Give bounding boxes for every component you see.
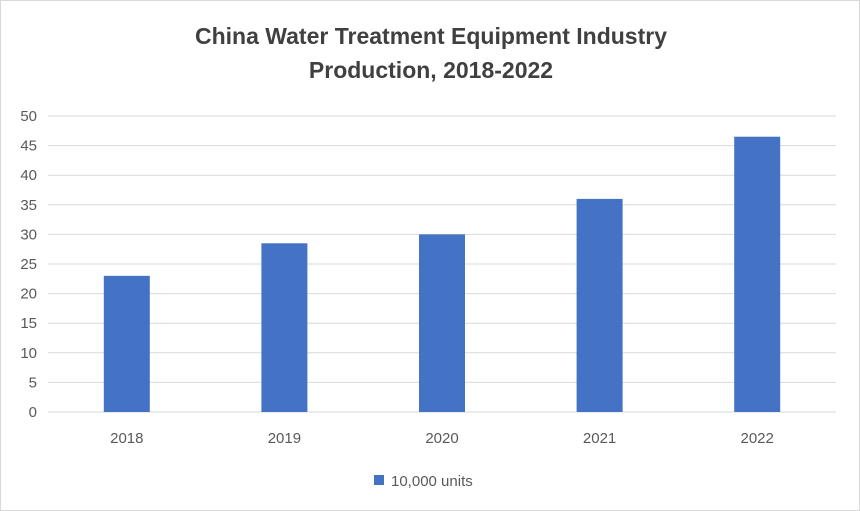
y-tick-label: 10 [20, 345, 37, 362]
chart-title: China Water Treatment Equipment Industry… [195, 23, 667, 83]
x-tick-label: 2021 [583, 430, 616, 447]
x-tick-label: 2018 [110, 430, 143, 447]
y-tick-label: 0 [29, 404, 37, 421]
bar-2020 [419, 234, 465, 412]
bar-2018 [103, 275, 150, 412]
bars [103, 136, 781, 412]
y-tick-label: 50 [20, 108, 37, 125]
legend-swatch [374, 475, 384, 485]
bar-2022 [734, 136, 781, 412]
legend-label: 10,000 units [391, 473, 473, 490]
legend: 10,000 units [374, 473, 473, 490]
y-tick-label: 35 [20, 197, 37, 214]
y-tick-label: 40 [20, 167, 37, 184]
x-tick-label: 2022 [741, 430, 774, 447]
y-tick-label: 30 [20, 226, 37, 243]
y-tick-label: 20 [20, 286, 37, 303]
y-tick-label: 5 [29, 374, 37, 391]
y-axis-ticks: 0 5 10 15 20 25 30 35 40 45 50 [20, 108, 37, 421]
y-tick-label: 45 [20, 138, 37, 155]
bar-2019 [261, 243, 308, 412]
bar-2021 [576, 198, 623, 412]
y-tick-label: 25 [20, 256, 37, 273]
x-tick-label: 2020 [425, 430, 458, 447]
y-tick-label: 15 [20, 315, 37, 332]
x-axis-ticks: 2018 2019 2020 2021 2022 [110, 430, 774, 447]
x-tick-label: 2019 [268, 430, 301, 447]
